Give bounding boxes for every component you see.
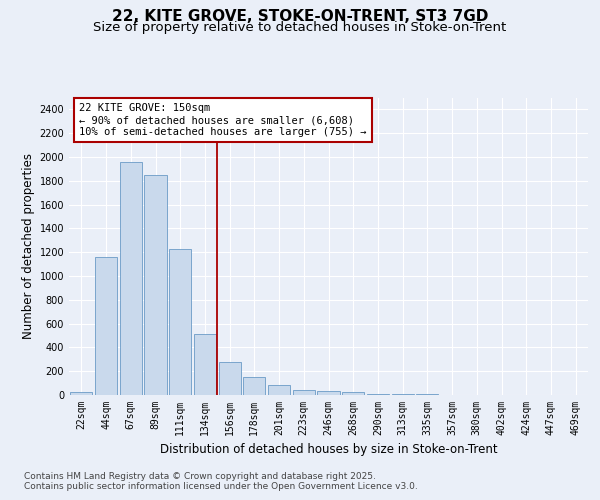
Bar xyxy=(317,392,340,395)
Bar xyxy=(243,376,265,395)
Bar xyxy=(416,394,439,395)
X-axis label: Distribution of detached houses by size in Stoke-on-Trent: Distribution of detached houses by size … xyxy=(160,444,497,456)
Bar xyxy=(95,257,117,395)
Bar xyxy=(194,334,216,395)
Text: Size of property relative to detached houses in Stoke-on-Trent: Size of property relative to detached ho… xyxy=(94,21,506,34)
Bar xyxy=(392,394,414,395)
Bar xyxy=(342,392,364,395)
Text: 22 KITE GROVE: 150sqm
← 90% of detached houses are smaller (6,608)
10% of semi-d: 22 KITE GROVE: 150sqm ← 90% of detached … xyxy=(79,104,367,136)
Bar xyxy=(268,385,290,395)
Y-axis label: Number of detached properties: Number of detached properties xyxy=(22,153,35,340)
Text: Contains public sector information licensed under the Open Government Licence v3: Contains public sector information licen… xyxy=(24,482,418,491)
Text: 22, KITE GROVE, STOKE-ON-TRENT, ST3 7GD: 22, KITE GROVE, STOKE-ON-TRENT, ST3 7GD xyxy=(112,9,488,24)
Bar xyxy=(119,162,142,395)
Bar xyxy=(70,392,92,395)
Bar xyxy=(218,362,241,395)
Bar xyxy=(367,394,389,395)
Bar xyxy=(169,248,191,395)
Text: Contains HM Land Registry data © Crown copyright and database right 2025.: Contains HM Land Registry data © Crown c… xyxy=(24,472,376,481)
Bar xyxy=(293,390,315,395)
Bar xyxy=(145,175,167,395)
